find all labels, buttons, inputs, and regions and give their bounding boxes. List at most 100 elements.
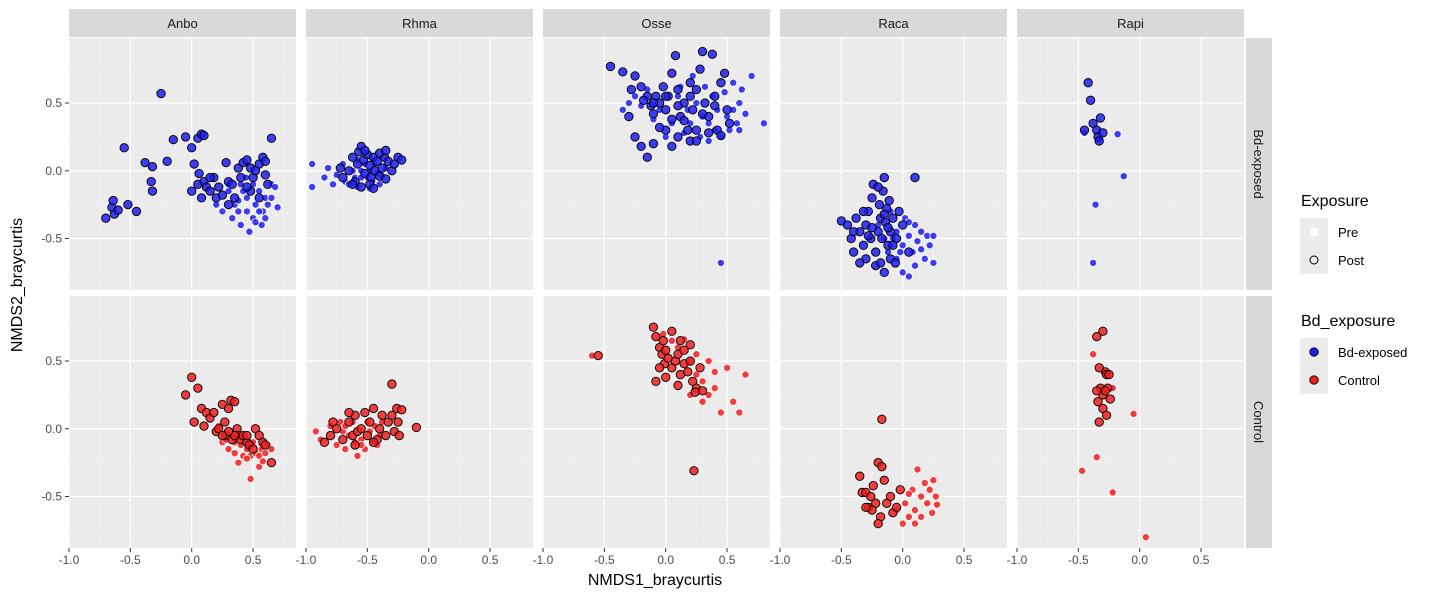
- data-point-post: [722, 105, 732, 115]
- data-point-post: [227, 179, 237, 189]
- data-point-post: [1094, 417, 1104, 427]
- y-axis-title: NMDS2_braycurtis: [9, 218, 26, 352]
- data-point-post: [397, 155, 407, 165]
- data-point-pre: [618, 105, 627, 114]
- data-point-pre: [904, 512, 913, 521]
- data-point-post: [180, 390, 191, 400]
- data-point-post: [675, 336, 686, 346]
- data-point-post: [879, 267, 889, 278]
- data-point-pre: [273, 203, 282, 212]
- data-point-post: [697, 46, 708, 57]
- x-tick-label: -0.5: [594, 553, 615, 567]
- strip-background: [69, 9, 296, 37]
- x-tick-label: 0.0: [420, 553, 437, 567]
- data-point-pre: [311, 427, 320, 436]
- data-point-post: [393, 417, 403, 427]
- data-point-post: [700, 98, 710, 108]
- data-point-pre: [263, 200, 272, 209]
- data-point-post: [229, 193, 240, 203]
- data-point-post: [362, 430, 373, 441]
- data-point-post: [710, 91, 720, 101]
- data-point-post: [867, 223, 877, 233]
- data-point-post: [266, 133, 277, 143]
- data-point-post: [691, 84, 702, 95]
- data-point-post: [630, 71, 640, 81]
- data-point-post: [338, 434, 348, 445]
- x-tick-label: -1.0: [296, 553, 317, 567]
- points-anbo-control: [180, 372, 277, 483]
- panel-background: [1017, 296, 1244, 548]
- data-point-post: [685, 340, 695, 350]
- data-point-pre: [735, 99, 744, 108]
- x-tick-label: 0.0: [894, 553, 911, 567]
- data-point-pre: [353, 451, 362, 460]
- data-point-pre: [700, 82, 709, 91]
- y-tick-label: 0.5: [45, 96, 62, 110]
- data-point-pre: [224, 445, 233, 454]
- data-point-pre: [242, 207, 251, 216]
- data-point-post: [131, 206, 142, 217]
- data-point-post: [187, 372, 197, 382]
- strip-background: [780, 9, 1007, 37]
- legend-key-pre: [1309, 227, 1319, 237]
- strip-background: [543, 9, 770, 37]
- data-point-post: [661, 372, 671, 382]
- strip-background: [1246, 38, 1272, 290]
- data-point-pre: [741, 109, 750, 118]
- data-point-post: [855, 471, 865, 481]
- data-point-pre: [729, 78, 738, 87]
- strip-label: Osse: [641, 16, 671, 31]
- data-point-post: [260, 440, 270, 450]
- data-point-post: [205, 186, 215, 196]
- strip-label: Control: [1251, 401, 1266, 443]
- data-point-pre: [324, 164, 333, 173]
- data-point-post: [648, 322, 659, 332]
- data-point-post: [673, 380, 683, 391]
- data-point-post: [194, 168, 204, 179]
- data-point-post: [724, 118, 735, 129]
- data-point-post: [1093, 397, 1103, 407]
- data-point-post: [661, 105, 671, 115]
- y-tick-label: 0.0: [45, 422, 62, 436]
- data-point-post: [673, 132, 683, 142]
- data-point-post: [347, 179, 358, 189]
- data-point-post: [254, 193, 264, 203]
- data-point-pre: [255, 207, 264, 216]
- x-tick-label: 0.5: [719, 553, 736, 567]
- data-point-pre: [692, 350, 701, 359]
- strip-label: Bd-exposed: [1251, 129, 1266, 198]
- data-point-post: [651, 376, 661, 387]
- data-point-post: [332, 424, 342, 434]
- data-point-post: [624, 111, 634, 122]
- legend-exposure-title: Exposure: [1301, 193, 1369, 210]
- x-tick-label: 0.5: [482, 553, 499, 567]
- legend-label-post: Post: [1338, 253, 1364, 268]
- data-point-pre: [737, 85, 746, 94]
- data-point-post: [716, 130, 726, 141]
- strip-label: Raca: [878, 16, 909, 31]
- data-point-pre: [923, 499, 932, 508]
- data-point-post: [217, 430, 228, 441]
- data-point-pre: [667, 336, 676, 345]
- data-point-post: [873, 518, 883, 529]
- data-point-post: [347, 152, 358, 162]
- data-point-post: [1101, 410, 1112, 420]
- data-point-post: [673, 101, 683, 111]
- x-tick-label: -0.5: [357, 553, 378, 567]
- data-point-post: [217, 190, 228, 200]
- strip-control: Control: [1246, 296, 1272, 548]
- data-point-post: [679, 115, 689, 126]
- data-point-post: [140, 157, 150, 168]
- data-point-post: [193, 383, 203, 393]
- data-point-pre: [929, 258, 938, 267]
- data-point-pre: [898, 268, 907, 277]
- data-point-pre: [917, 512, 926, 521]
- data-point-post: [168, 134, 178, 145]
- points-rapi-bd-exposed: [1079, 78, 1128, 267]
- panel-background: [1017, 38, 1244, 290]
- data-point-post: [690, 387, 700, 397]
- data-point-post: [113, 205, 123, 215]
- data-point-post: [146, 176, 156, 187]
- data-point-post: [651, 331, 661, 342]
- data-point-post: [719, 68, 730, 78]
